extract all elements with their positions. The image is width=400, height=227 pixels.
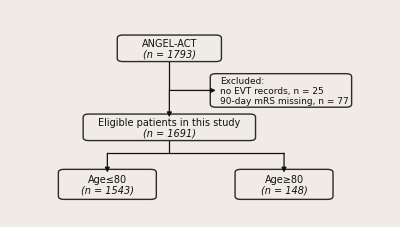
Text: ANGEL-ACT: ANGEL-ACT — [142, 39, 197, 49]
Text: Excluded:: Excluded: — [220, 76, 265, 85]
Text: (n = 148): (n = 148) — [261, 185, 308, 195]
FancyBboxPatch shape — [210, 74, 352, 108]
Text: Age≥80: Age≥80 — [264, 174, 304, 184]
FancyBboxPatch shape — [83, 115, 256, 141]
Text: Age≤80: Age≤80 — [88, 174, 127, 184]
FancyBboxPatch shape — [58, 170, 156, 200]
Text: (n = 1543): (n = 1543) — [81, 185, 134, 195]
FancyBboxPatch shape — [235, 170, 333, 200]
Text: no EVT records, n = 25: no EVT records, n = 25 — [220, 86, 324, 96]
Text: 90-day mRS missing, n = 77: 90-day mRS missing, n = 77 — [220, 97, 349, 106]
Text: (n = 1691): (n = 1691) — [143, 128, 196, 138]
FancyBboxPatch shape — [117, 36, 222, 62]
Text: Eligible patients in this study: Eligible patients in this study — [98, 117, 240, 127]
Text: (n = 1793): (n = 1793) — [143, 50, 196, 60]
